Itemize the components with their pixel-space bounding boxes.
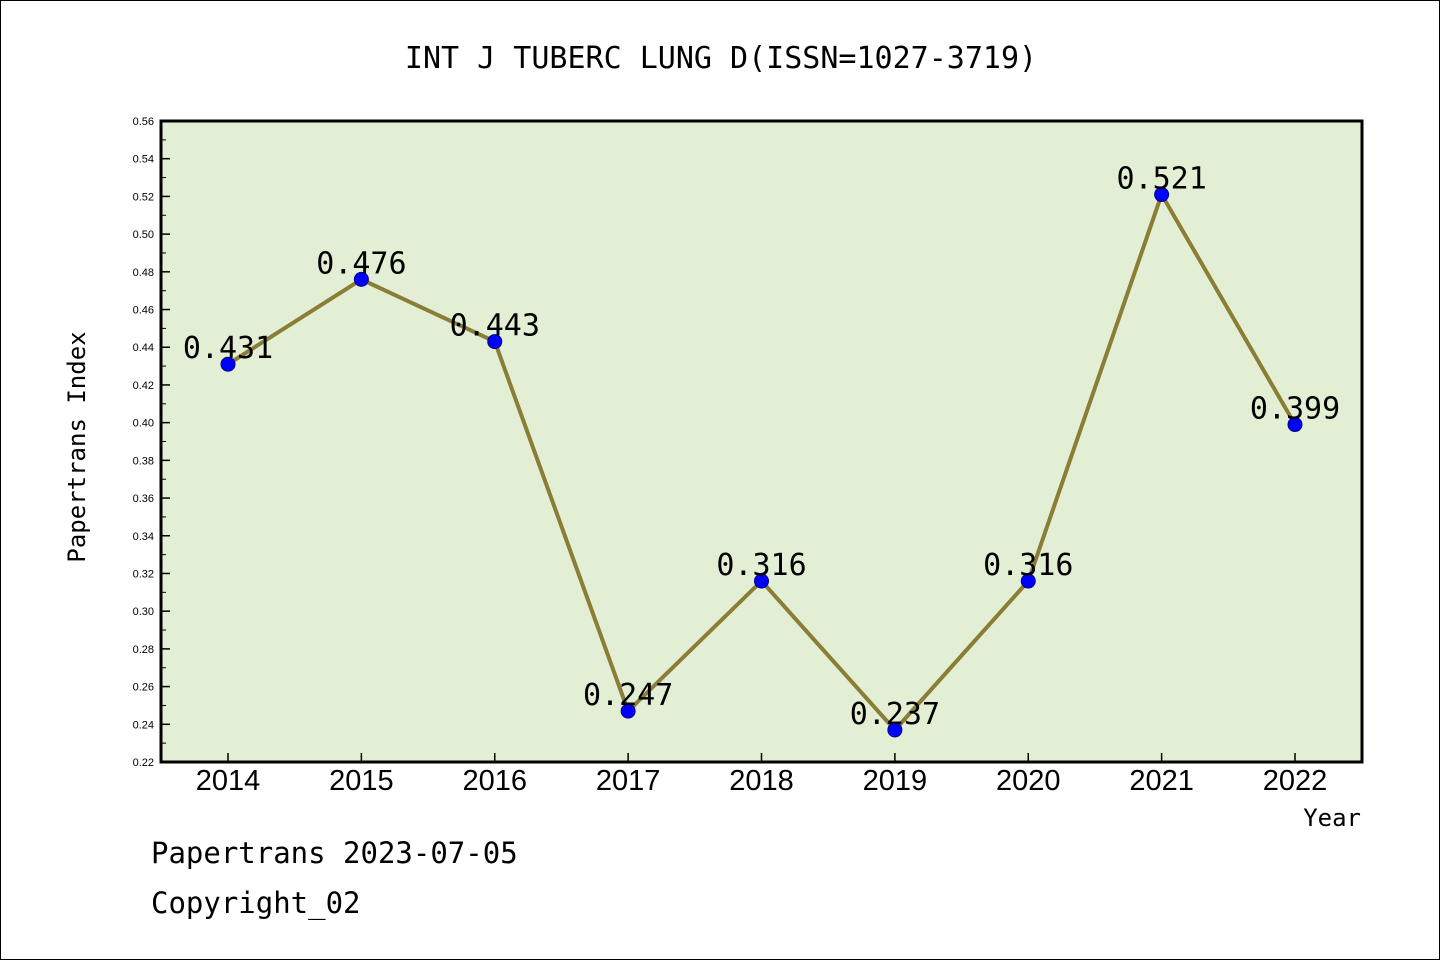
x-tick-label: 2014 bbox=[196, 765, 261, 797]
data-labels: 0.431 0.476 0.443 0.247 0.316 0.237 0.316 0.521… bbox=[183, 162, 1340, 732]
y-tick-label: 0.56 bbox=[133, 116, 154, 128]
data-label: 0.476 bbox=[316, 246, 406, 281]
footer-date: Papertrans 2023-07-05 bbox=[151, 836, 518, 870]
x-axis-label: Year bbox=[1303, 804, 1361, 832]
y-tick-label: 0.40 bbox=[133, 418, 154, 430]
y-tick-label: 0.34 bbox=[133, 531, 154, 543]
y-tick-label: 0.36 bbox=[133, 493, 154, 505]
y-tick-label: 0.54 bbox=[133, 154, 154, 166]
x-tick-label: 2020 bbox=[996, 765, 1061, 797]
data-label: 0.399 bbox=[1250, 392, 1340, 427]
y-tick-label: 0.24 bbox=[133, 719, 154, 731]
x-axis: 2014 2015 2016 2017 2018 2019 2020 2021 2022 bbox=[196, 753, 1328, 797]
data-point bbox=[220, 356, 236, 372]
plot-area bbox=[159, 119, 1364, 764]
data-point bbox=[887, 722, 903, 738]
y-tick-label: 0.28 bbox=[133, 644, 154, 656]
data-point bbox=[353, 271, 369, 287]
data-point bbox=[620, 703, 636, 719]
y-tick-label: 0.44 bbox=[133, 342, 154, 354]
x-tick-label: 2017 bbox=[596, 765, 661, 797]
x-tick-label: 2016 bbox=[462, 765, 527, 797]
chart-title: INT J TUBERC LUNG D(ISSN=1027-3719) bbox=[405, 41, 1037, 76]
data-label: 0.316 bbox=[983, 548, 1073, 583]
y-tick-label: 0.30 bbox=[133, 606, 154, 618]
y-axis-label: Papertrans Index bbox=[63, 331, 91, 562]
y-tick-label: 0.42 bbox=[133, 380, 154, 392]
data-label: 0.316 bbox=[716, 548, 806, 583]
x-tick-label: 2019 bbox=[863, 765, 928, 797]
data-point bbox=[1020, 573, 1036, 589]
data-label: 0.247 bbox=[583, 678, 673, 713]
x-tick-label: 2021 bbox=[1129, 765, 1194, 797]
data-point bbox=[754, 573, 769, 589]
y-tick-label: 0.38 bbox=[133, 455, 154, 467]
y-tick-label: 0.52 bbox=[133, 191, 154, 203]
y-axis: 0.22 0.24 0.26 0.28 0.30 0.32 0.34 0.36 0.38 0.40… bbox=[133, 116, 170, 769]
y-tick-label: 0.32 bbox=[133, 568, 154, 580]
x-tick-label: 2022 bbox=[1263, 765, 1328, 797]
y-tick-label: 0.46 bbox=[133, 305, 154, 317]
y-tick-label: 0.26 bbox=[133, 682, 154, 694]
data-label: 0.443 bbox=[450, 309, 540, 344]
data-point bbox=[487, 334, 503, 350]
y-tick-label: 0.48 bbox=[133, 267, 154, 279]
data-point bbox=[1287, 417, 1303, 433]
series-markers bbox=[220, 187, 1303, 738]
data-label: 0.431 bbox=[183, 331, 273, 366]
footer-copyright: Copyright_02 bbox=[151, 886, 361, 920]
y-tick-label: 0.22 bbox=[133, 757, 154, 769]
data-point bbox=[1154, 187, 1170, 203]
data-label: 0.237 bbox=[850, 697, 940, 732]
data-label: 0.521 bbox=[1116, 162, 1206, 197]
x-tick-label: 2018 bbox=[729, 765, 794, 797]
x-tick-label: 2015 bbox=[329, 765, 394, 797]
y-tick-label: 0.50 bbox=[133, 229, 154, 241]
